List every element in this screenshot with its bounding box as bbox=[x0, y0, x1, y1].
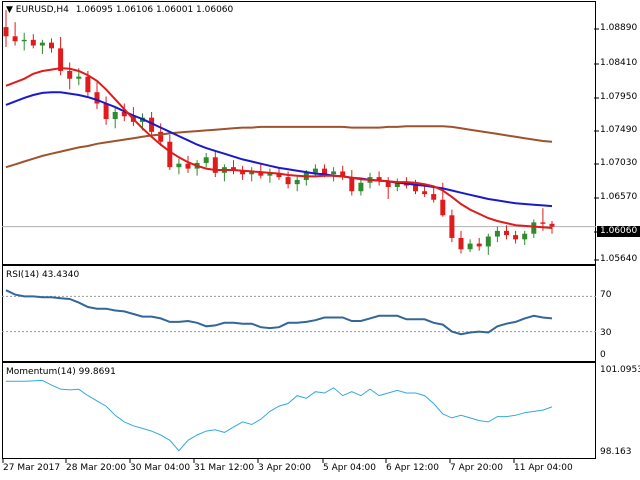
momentum-line bbox=[6, 379, 553, 452]
price-axis-label: 1.07490 bbox=[600, 125, 638, 135]
symbol-label: EURUSD,H4 bbox=[15, 5, 69, 15]
candle-body bbox=[185, 163, 191, 169]
candle-body bbox=[249, 171, 255, 175]
candle-body bbox=[49, 42, 54, 49]
current-price-marker: 1.06060 bbox=[597, 226, 640, 237]
chart-symbol-title: ▼ EURUSD,H4 1.06095 1.06106 1.06001 1.06… bbox=[6, 5, 233, 15]
price-axis-label: 1.08890 bbox=[600, 23, 638, 33]
price-axis-label: 1.08410 bbox=[600, 58, 638, 68]
candle-body bbox=[340, 171, 346, 178]
candle-body bbox=[376, 177, 382, 182]
time-axis-label: 27 Mar 2017 bbox=[3, 463, 61, 473]
candle-body bbox=[331, 171, 337, 175]
candle-body bbox=[413, 185, 418, 192]
time-axis-label: 30 Mar 04:00 bbox=[130, 463, 191, 473]
candle-body bbox=[294, 179, 300, 185]
candle-body bbox=[476, 243, 482, 247]
candle-body bbox=[522, 233, 528, 240]
candle-body bbox=[76, 76, 82, 79]
candle-body bbox=[485, 236, 491, 247]
candle-body bbox=[176, 163, 182, 168]
time-axis-label: 31 Mar 12:00 bbox=[194, 463, 255, 473]
time-axis-label: 28 Mar 20:00 bbox=[66, 463, 127, 473]
candle-body bbox=[458, 237, 464, 250]
time-axis-label: 7 Apr 20:00 bbox=[450, 463, 503, 473]
candle-body bbox=[494, 230, 500, 237]
candle-body bbox=[149, 117, 155, 132]
price-axis-label: 1.07030 bbox=[600, 158, 638, 168]
candle-body bbox=[212, 157, 218, 173]
candle-body bbox=[467, 243, 473, 250]
candle-body bbox=[158, 131, 164, 142]
sma-slow-line bbox=[5, 125, 553, 169]
momentum-axis-label: 98.163 bbox=[600, 447, 632, 457]
candle-body bbox=[112, 112, 118, 120]
ohlc-values: 1.06095 1.06106 1.06001 1.06060 bbox=[75, 5, 234, 15]
candle-body bbox=[540, 222, 546, 224]
candle-body bbox=[285, 177, 291, 185]
candle-body bbox=[258, 171, 264, 176]
candle-body bbox=[276, 172, 282, 178]
rsi-title: RSI(14) 43.4340 bbox=[6, 270, 80, 280]
triangle-down-icon: ▼ bbox=[6, 5, 13, 15]
candle-body bbox=[121, 112, 127, 117]
sma-fast-line bbox=[5, 67, 553, 229]
candle-body bbox=[85, 76, 91, 93]
time-axis-label: 5 Apr 04:00 bbox=[323, 463, 376, 473]
candle-body bbox=[358, 182, 364, 192]
candle-body bbox=[349, 177, 355, 192]
candle-body bbox=[203, 157, 209, 163]
candle-body bbox=[431, 194, 437, 200]
price-axis-label: 1.06570 bbox=[600, 192, 638, 202]
candle-body bbox=[422, 191, 428, 195]
sma-mid-line bbox=[5, 91, 553, 208]
price-axis-label: 1.07950 bbox=[600, 92, 638, 102]
candle-body bbox=[322, 168, 327, 175]
candle-body bbox=[440, 199, 446, 216]
candle-body bbox=[30, 39, 36, 46]
rsi-axis-label: 70 bbox=[600, 290, 612, 300]
time-axis-label: 3 Apr 20:00 bbox=[258, 463, 311, 473]
time-axis-label: 6 Apr 12:00 bbox=[386, 463, 439, 473]
time-axis-label: 11 Apr 04:00 bbox=[514, 463, 573, 473]
candle-body bbox=[449, 215, 455, 238]
candle-body bbox=[67, 70, 73, 79]
candle-body bbox=[312, 168, 318, 173]
price-axis-label: 1.05640 bbox=[600, 254, 638, 264]
candle-body bbox=[394, 182, 400, 188]
candle-body bbox=[240, 170, 246, 175]
candle-body bbox=[385, 181, 391, 188]
momentum-title: Momentum(14) 99.8691 bbox=[6, 367, 116, 377]
candle-body bbox=[531, 222, 537, 234]
rsi-axis-label: 30 bbox=[600, 328, 612, 338]
candle-body bbox=[513, 235, 519, 240]
rsi-line bbox=[5, 289, 553, 336]
candle-body bbox=[39, 42, 45, 46]
rsi-axis-label: 0 bbox=[600, 350, 606, 360]
momentum-pane[interactable] bbox=[2, 362, 596, 459]
candle-body bbox=[167, 141, 173, 168]
candle-body bbox=[3, 27, 9, 37]
candle-body bbox=[504, 230, 509, 236]
candle-body bbox=[267, 172, 273, 176]
candle-body bbox=[103, 103, 109, 120]
rsi-pane[interactable] bbox=[2, 265, 596, 362]
candle-body bbox=[549, 223, 555, 227]
momentum-axis-label: 101.0953 bbox=[600, 365, 640, 375]
candle-body bbox=[58, 48, 64, 71]
candle-body bbox=[231, 167, 236, 171]
candle-body bbox=[21, 39, 27, 42]
candle-body bbox=[94, 92, 100, 104]
candle-body bbox=[12, 36, 18, 42]
